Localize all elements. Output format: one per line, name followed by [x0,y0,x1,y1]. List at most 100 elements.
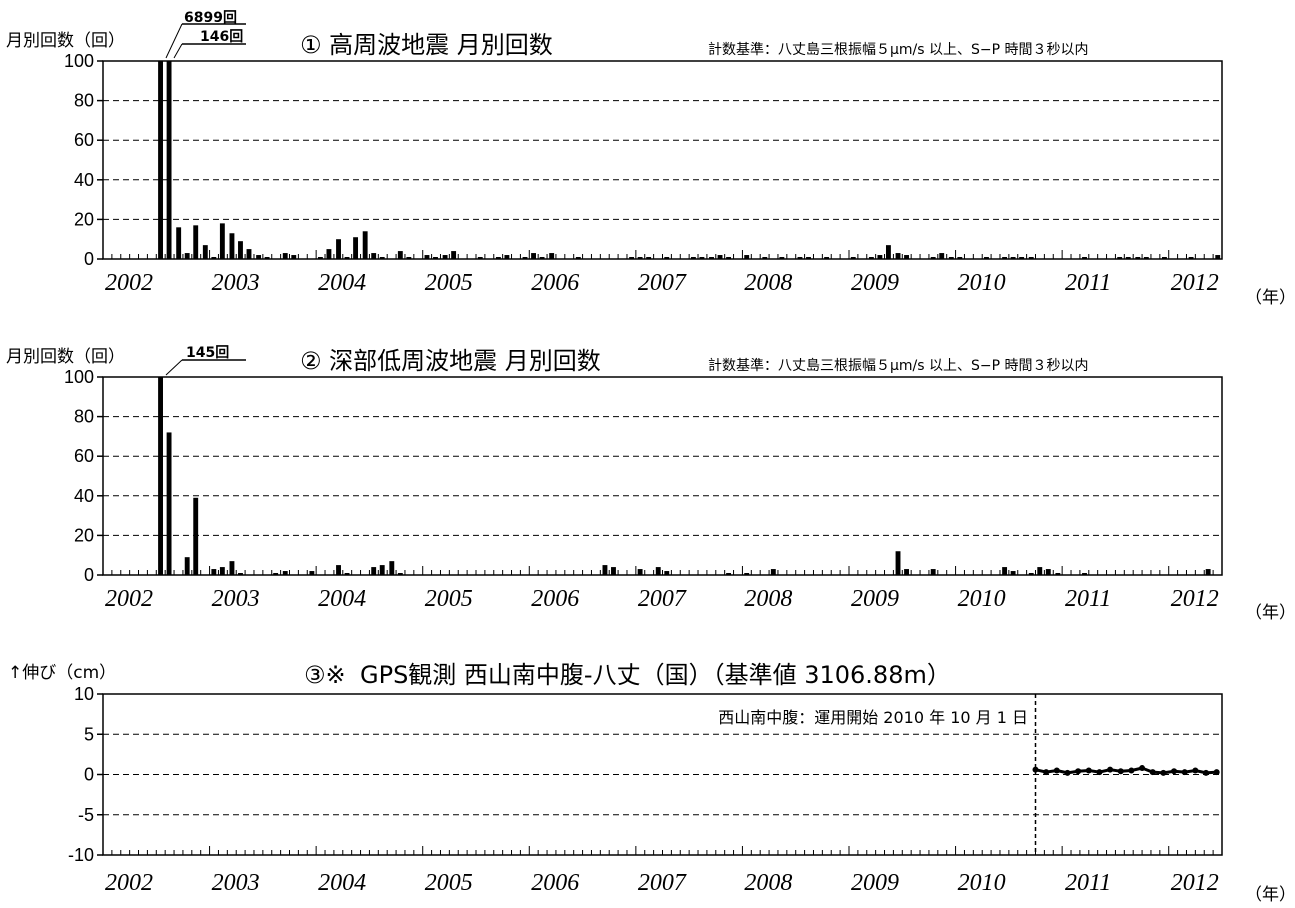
p2-bar-16 [397,573,403,575]
p1-bar-43 [709,257,714,259]
p1-bar-63 [1002,257,1008,259]
panel1-criteria: 計数基準：八丈島三根振幅５μm/s 以上、S−P 時間３秒以内 [708,41,1089,58]
p3-ytick-label-2: 0 [84,765,94,785]
p3-xtick-label-8: 2010 [958,870,1006,896]
p1-bar-50 [806,257,811,259]
panel2-x-ticks: 2002 2003 2004 2005 2006 2007 2008 2009 2010 2011… [102,566,1223,612]
p2-xtick-label-2: 2004 [318,586,366,612]
p1-bar-57 [904,255,909,259]
panel3-x-ticks: 2002 2003 2004 2005 2006 2007 2008 2009 2010 2011… [102,846,1223,896]
p1-bar-2 [176,227,182,259]
panel2-ylabel: 月別回数（回） [6,347,125,367]
p3-xtick-label-7: 2009 [851,870,899,896]
panel3-ylabel: ↑伸び（cm） [8,663,116,683]
p2-bar-13 [371,567,377,575]
p2-xtick-label-4: 2006 [531,586,579,612]
p1-xtick-label-6: 2008 [744,270,792,296]
p3-xtick-label-1: 2003 [212,870,260,896]
p2-xtick-label-10: 2012 [1171,586,1219,612]
p1-bar-42 [699,257,705,259]
panel3-point-10 [1139,765,1146,772]
p2-xtick-label-9: 2011 [1065,586,1111,612]
p3-ytick-label-3: -5 [78,805,94,825]
p2-bar-11 [336,565,341,575]
panel-deep-low-frequency: 月別回数（回） ② 深部低周波地震 月別回数 計数基準：八丈島三根振幅５μm/s… [6,345,1295,623]
panel1-leader-1 [165,23,183,59]
p1-xtick-label-2: 2004 [318,270,366,296]
p1-bar-14 [291,255,297,259]
p2-xtick-label-8: 2010 [958,586,1006,612]
p2-bar-12 [344,573,350,575]
p2-bar-14 [379,565,385,575]
p1-bar-49 [797,257,803,259]
p2-bar-17 [602,565,608,575]
p1-bar-33 [531,253,536,259]
p2-bar-10 [309,571,315,575]
p1-bar-10 [246,249,252,259]
p1-xtick-label-5: 2007 [638,270,687,296]
p1-bar-8 [229,233,235,259]
p2-bar-8 [273,573,279,575]
p1-bar-47 [762,257,768,259]
p1-bar-65 [1019,257,1025,259]
p1-xtick-label-0: 2002 [105,270,153,296]
p2-bar-34 [1082,573,1087,575]
panel3-point-2 [1053,767,1060,774]
p1-bar-23 [397,251,403,259]
p1-bar-38 [637,257,643,259]
p2-xtick-label-6: 2008 [744,586,792,612]
p2-bar-18 [611,567,616,575]
panel1-bars [158,61,1221,259]
p2-bar-0 [158,377,163,575]
p2-bar-21 [664,571,670,575]
p2-bar-25 [895,551,901,575]
p1-bar-68 [1117,257,1123,259]
p2-bar-6 [229,561,235,575]
p3-xtick-label-6: 2008 [744,870,792,896]
p1-bar-26 [433,257,438,259]
p1-bar-21 [371,253,377,259]
panel2-annotation-145: 145回 [186,345,229,361]
p1-bar-40 [664,257,670,259]
p2-xtick-label-5: 2007 [638,586,687,612]
panel1-x-unit: （年） [1245,288,1295,308]
panel3-point-13 [1171,768,1178,775]
p1-xtick-label-9: 2011 [1065,270,1111,296]
panel1-grid [103,100,1222,220]
panel3-point-17 [1213,769,1220,776]
panel3-x-unit: （年） [1245,885,1295,905]
p2-ytick-label-5: 0 [84,565,94,585]
p1-bar-13 [282,253,288,259]
panel2-leader [165,359,183,376]
panel3-point-7 [1107,766,1114,773]
p1-bar-64 [1010,257,1016,259]
p1-bar-9 [238,241,243,259]
panel3-annotation: 西山南中腹：運用開始 2010 年 10 月 1 日 [718,708,1028,727]
p1-bar-46 [744,255,750,259]
p1-ytick-label-4: 20 [74,209,94,229]
p1-xtick-label-4: 2006 [531,270,579,296]
p3-ytick-label-1: 5 [84,724,94,744]
p2-bar-7 [238,573,243,575]
p1-bar-62 [984,257,989,259]
p2-bar-1 [166,432,172,575]
p1-bar-0 [158,61,163,259]
p2-bar-30 [1028,573,1034,575]
p3-ytick-label-4: -10 [68,845,94,865]
p1-bar-66 [1028,257,1034,259]
panel3-point-15 [1192,767,1199,774]
p1-bar-60 [948,257,954,259]
p1-bar-45 [726,257,732,259]
p1-ytick-label-2: 60 [74,130,94,150]
p1-bar-73 [1188,257,1194,259]
p3-ytick-label-0: 10 [74,684,94,704]
p1-bar-32 [522,257,528,259]
p2-xtick-label-0: 2002 [105,586,153,612]
p2-bar-15 [389,561,395,575]
p1-bar-53 [868,257,874,259]
p1-bar-55 [885,245,891,259]
p2-bar-9 [282,571,288,575]
p3-xtick-label-9: 2011 [1065,870,1111,896]
p1-bar-12 [264,257,270,259]
p1-bar-39 [646,257,652,259]
